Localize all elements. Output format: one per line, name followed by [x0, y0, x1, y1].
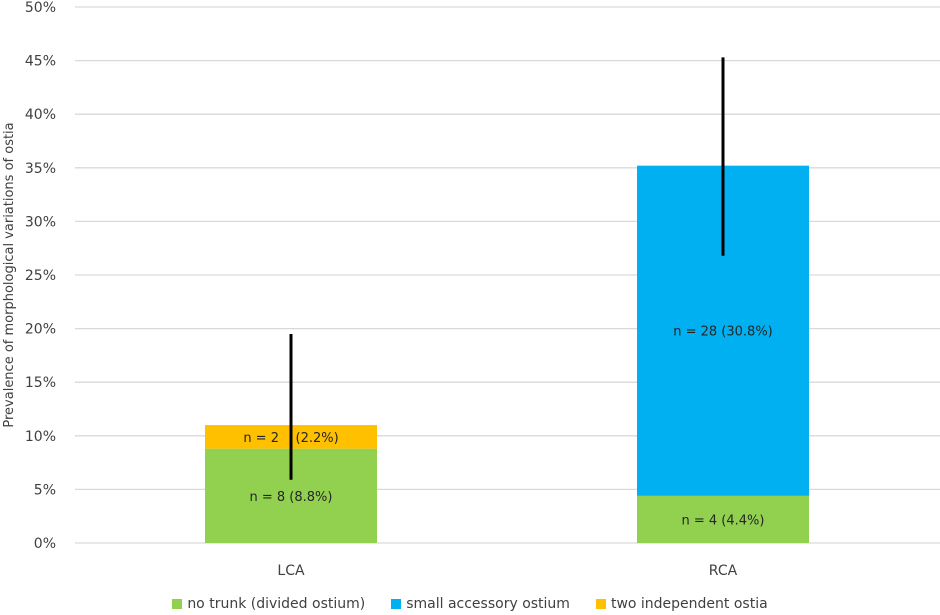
- y-tick-label: 40%: [25, 107, 56, 123]
- x-category-label: RCA: [709, 563, 738, 579]
- data-label: n = 28 (30.8%): [673, 325, 773, 340]
- y-tick-label: 5%: [34, 482, 56, 498]
- legend-item: small accessory ostium: [391, 593, 570, 615]
- y-tick-label: 20%: [25, 322, 56, 338]
- error-bars: [289, 57, 725, 480]
- stacked-bar-chart: 0% 5% 10% 15% 20% 25% 30% 35% 40% 45% 50% Prevalen…: [2, 0, 940, 579]
- legend-item: two independent ostia: [595, 593, 768, 615]
- y-axis-ticks: 0% 5% 10% 15% 20% 25% 30% 35% 40% 45% 50%: [25, 0, 56, 552]
- y-axis-label: Prevalence of morphological variations o…: [2, 122, 17, 427]
- y-tick-label: 10%: [25, 429, 56, 445]
- y-tick-label: 35%: [25, 161, 56, 177]
- y-tick-label: 45%: [25, 54, 56, 70]
- legend-swatch: [595, 599, 606, 609]
- legend-label: no trunk (divided ostium): [187, 596, 366, 612]
- legend-label: two independent ostia: [610, 596, 768, 612]
- x-category-label: LCA: [277, 563, 305, 579]
- y-tick-label: 15%: [25, 375, 56, 391]
- bar-segment: [637, 495, 809, 543]
- data-label: n = 8 (8.8%): [250, 490, 333, 505]
- legend-swatch: [172, 599, 183, 609]
- legend-label: small accessory ostium: [406, 596, 570, 612]
- legend-swatch: [391, 599, 402, 609]
- bars: [205, 165, 809, 543]
- y-tick-label: 30%: [25, 214, 56, 230]
- gridlines: [75, 6, 940, 544]
- legend-item: no trunk (divided ostium): [172, 593, 365, 615]
- x-axis-categories: LCA RCA: [277, 563, 737, 579]
- legend: no trunk (divided ostium) small accessory…: [0, 593, 940, 615]
- data-labels: n = 8 (8.8%)n = 2 (2.2%)n = 4 (4.4%)n = …: [243, 325, 772, 529]
- data-label: n = 4 (4.4%): [682, 513, 765, 528]
- y-tick-label: 50%: [25, 0, 56, 16]
- y-tick-label: 25%: [25, 268, 56, 284]
- y-tick-label: 0%: [34, 536, 56, 552]
